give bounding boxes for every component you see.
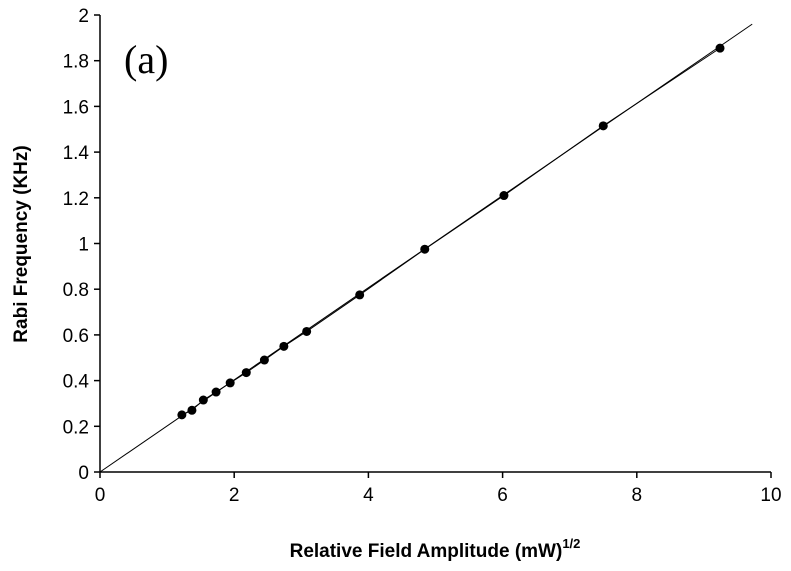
y-tick-label: 1.4 — [63, 143, 90, 164]
x-tick-label: 2 — [229, 485, 240, 506]
x-tick-label: 6 — [497, 485, 508, 506]
data-point — [225, 378, 235, 388]
data-point — [241, 368, 251, 378]
y-tick-label: 0.8 — [63, 280, 89, 301]
data-point — [499, 191, 509, 201]
y-ticks: 0 0.2 0.4 0.6 0.8 1 1.2 1.4 1.6 1.8 2 — [63, 6, 100, 484]
x-tick-label: 8 — [632, 485, 643, 506]
plot-area: 0 2 4 6 8 10 0 0.2 0.4 0.6 0.8 1 1.2 1.4 1.6 1.8 2 — [63, 6, 782, 506]
y-tick-label: 1 — [78, 235, 89, 256]
data-point — [198, 395, 208, 405]
x-axis-title: Relative Field Amplitude (mW)1/2 — [290, 536, 581, 562]
data-point — [715, 43, 725, 53]
data-point — [355, 290, 365, 300]
y-tick-label: 1.2 — [63, 189, 89, 210]
data-point — [302, 326, 312, 336]
y-tick-label: 0.4 — [63, 372, 90, 393]
y-axis-title: Rabi Frequency (KHz) — [11, 145, 32, 342]
y-tick-label: 0.2 — [63, 417, 89, 438]
data-point — [598, 121, 608, 131]
x-tick-label: 10 — [760, 485, 781, 506]
data-point — [259, 355, 269, 365]
y-tick-label: 2 — [78, 6, 89, 27]
y-tick-label: 0.6 — [63, 326, 89, 347]
x-tick-label: 4 — [363, 485, 374, 506]
y-tick-label: 1.6 — [63, 97, 89, 118]
y-tick-label: 0 — [78, 463, 89, 484]
x-axis-title-text: Relative Field Amplitude (mW) — [290, 541, 563, 562]
x-axis-title-superscript: 1/2 — [562, 536, 580, 551]
data-points — [177, 43, 725, 420]
data-point — [187, 405, 197, 415]
data-point — [177, 410, 187, 420]
panel-label: (a) — [124, 37, 168, 82]
x-ticks: 0 2 4 6 8 10 — [95, 472, 782, 506]
y-tick-label: 1.8 — [63, 52, 89, 73]
data-point — [211, 387, 221, 397]
data-point — [420, 244, 430, 254]
data-point — [279, 341, 289, 351]
x-tick-label: 0 — [95, 485, 106, 506]
